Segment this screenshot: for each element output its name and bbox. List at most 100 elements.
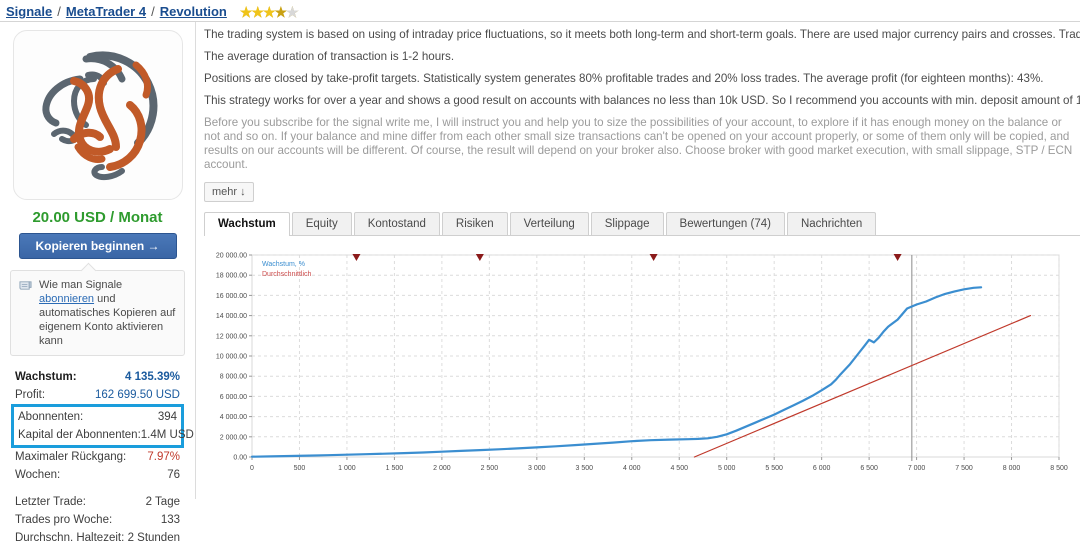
breadcrumb-separator: / <box>57 4 61 19</box>
y-axis-tick-label: 4 000.00 <box>220 414 247 421</box>
star-icon[interactable]: ★ <box>263 3 276 20</box>
breadcrumb-item-metatrader[interactable]: MetaTrader 4 <box>65 4 147 19</box>
more-button[interactable]: mehr ↓ <box>204 182 254 202</box>
stat-label: Trades pro Woche: <box>15 514 113 526</box>
y-axis-tick-label: 2 000.00 <box>220 434 247 441</box>
x-axis-tick-label: 2 500 <box>481 465 499 472</box>
x-axis-tick-label: 5 500 <box>765 465 783 472</box>
stat-label: Letzter Trade: <box>15 496 86 508</box>
stat-value: 4 135.39% <box>125 371 180 383</box>
stat-row: Wochen: 76 <box>11 466 184 484</box>
highlighted-stats-box: Abonnenten: 394 Kapital der Abonnenten: 1.4… <box>11 404 194 448</box>
tooltip-text-before: Wie man Signale <box>39 279 123 291</box>
y-axis-tick-label: 20 000.00 <box>216 253 247 260</box>
description-paragraph: The average duration of transaction is 1… <box>204 50 455 63</box>
stat-label: Maximaler Rückgang: <box>15 451 127 463</box>
x-axis-tick-label: 4 500 <box>670 465 688 472</box>
stat-label: Kapital der Abonnenten: <box>18 429 141 441</box>
y-axis-tick-label: 10 000.00 <box>216 354 247 361</box>
chart-series-growth <box>250 286 983 458</box>
stat-value: 76 <box>167 469 180 481</box>
stat-row: Trades pro Woche: 133 <box>11 511 184 529</box>
stat-value: 133 <box>160 514 180 526</box>
stat-row: Profit: 162 699.50 USD <box>11 386 184 404</box>
rating-stars[interactable]: ★★★★★ <box>239 3 299 20</box>
signal-tabs: Wachstum Equity Kontostand Risiken Verteilun… <box>204 212 1080 236</box>
chart-event-marker[interactable] <box>475 254 484 261</box>
subscribe-link[interactable]: abonnieren <box>39 293 95 305</box>
x-axis-tick-label: 3 500 <box>576 465 594 472</box>
stat-label: Wochen: <box>15 469 61 481</box>
tooltip-text-after: und automatisches Kopieren auf eigenem K… <box>39 293 176 347</box>
x-axis-tick-label: 7 500 <box>955 465 973 472</box>
x-axis-tick-label: 5 000 <box>718 465 736 472</box>
signal-description: The trading system is based on using of … <box>204 28 1080 172</box>
signal-logo <box>12 30 183 200</box>
x-axis-tick-label: 1 500 <box>386 465 404 472</box>
x-axis-tick-label: 3 000 <box>528 465 546 472</box>
subscribe-help-tooltip: Wie man Signale abonnieren und automatis… <box>10 270 185 356</box>
tab-equity[interactable]: Equity <box>291 212 352 235</box>
x-axis-tick-label: 4 000 <box>623 465 641 472</box>
tab-kontostand[interactable]: Kontostand <box>353 212 440 235</box>
tab-wachstum[interactable]: Wachstum <box>204 212 290 236</box>
breadcrumb-item-signale[interactable]: Signale <box>6 4 53 19</box>
page-body: 20.00 USD / Monat Kopieren beginnen → Wi… <box>0 21 1080 544</box>
description-paragraph: Positions are closed by take-profit targ… <box>204 72 1044 85</box>
tab-risiken[interactable]: Risiken <box>441 212 508 235</box>
signal-main: The trading system is based on using of … <box>196 22 1080 499</box>
x-axis-tick-label: 6 000 <box>813 465 831 472</box>
stat-label: Abonnenten: <box>18 411 84 423</box>
growth-chart[interactable]: 0.00 2 000.00 4 000.00 6 000.00 8 000.00 10 0… <box>204 245 1070 482</box>
x-axis-tick-label: 7 000 <box>908 465 926 472</box>
tab-verteilung[interactable]: Verteilung <box>509 212 589 235</box>
stat-label: Wachstum: <box>15 371 77 383</box>
y-axis-tick-label: 18 000.00 <box>216 273 247 280</box>
stat-value: 2 Stunden <box>127 532 180 544</box>
signal-stats: Wachstum: 4 135.39% Profit: 162 699.50 USD A… <box>8 368 194 547</box>
stats-spacer <box>11 484 184 493</box>
x-axis-tick-label: 500 <box>294 465 306 472</box>
description-paragraph-truncated: Before you subscribe for the signal writ… <box>204 116 1073 171</box>
stat-value: 1.4M USD <box>140 429 194 441</box>
stat-value: 7.97% <box>147 451 180 463</box>
stat-row: Letzter Trade: 2 Tage <box>11 493 184 511</box>
y-axis-tick-label: 12 000.00 <box>216 333 247 340</box>
start-copying-button[interactable]: Kopieren beginnen → <box>18 233 177 259</box>
stat-value: 162 699.50 USD <box>94 389 180 401</box>
description-paragraph: The trading system is based on using of … <box>204 28 1080 41</box>
breadcrumb-item-revolution[interactable]: Revolution <box>159 4 227 19</box>
y-axis-tick-label: 0.00 <box>233 455 247 462</box>
squirrel-logo-icon <box>41 51 157 181</box>
star-icon[interactable]: ★ <box>239 3 253 20</box>
chart-event-marker[interactable] <box>352 254 361 261</box>
stat-row: Kapital der Abonnenten: 1.4M USD <box>14 426 194 444</box>
breadcrumb-separator: / <box>151 4 155 19</box>
x-axis-tick-label: 2 000 <box>433 465 451 472</box>
stat-row: Wachstum: 4 135.39% <box>11 368 184 386</box>
chart-event-marker[interactable] <box>649 254 658 261</box>
x-axis-title: Trades <box>1030 480 1053 481</box>
stat-value: 394 <box>157 411 177 423</box>
chart-event-marker[interactable] <box>893 254 902 261</box>
tab-bewertungen-74[interactable]: Bewertungen (74) <box>665 212 785 235</box>
breadcrumb: Signale / MetaTrader 4 / Revolution ★★★★… <box>0 0 1080 21</box>
chart-series-average <box>693 315 1032 458</box>
star-icon[interactable]: ★ <box>251 3 264 20</box>
legend-average: Durchschnittlich <box>262 271 312 278</box>
x-axis-tick-label: 8 500 <box>1050 465 1068 472</box>
growth-chart-svg[interactable]: 0.00 2 000.00 4 000.00 6 000.00 8 000.00 10 0… <box>204 245 1070 482</box>
x-axis-tick-label: 8 000 <box>1003 465 1021 472</box>
stat-label: Profit: <box>15 389 46 401</box>
star-icon[interactable]: ★ <box>286 3 299 20</box>
info-scroll-icon <box>19 281 32 290</box>
x-axis-tick-label: 1 000 <box>338 465 356 472</box>
legend-growth: Wachstum, % <box>262 261 305 268</box>
y-axis-tick-label: 14 000.00 <box>216 313 247 320</box>
stat-row: Abonnenten: 394 <box>14 408 181 426</box>
tab-slippage[interactable]: Slippage <box>590 212 664 235</box>
tab-nachrichten[interactable]: Nachrichten <box>786 212 877 235</box>
subscription-price: 20.00 USD / Monat <box>32 209 163 226</box>
signal-sidebar: 20.00 USD / Monat Kopieren beginnen → Wi… <box>0 22 196 544</box>
star-icon[interactable]: ★ <box>274 3 288 20</box>
